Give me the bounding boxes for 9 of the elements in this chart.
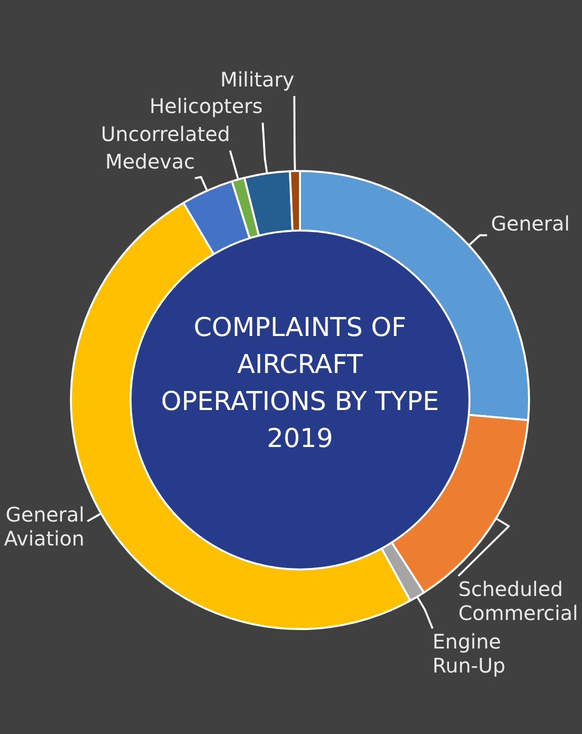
slice-label: Helicopters	[150, 94, 263, 118]
slice-label: General Aviation	[4, 502, 84, 551]
slice-label: Engine Run-Up	[432, 630, 506, 678]
slice-label: General	[491, 211, 570, 236]
slice-label: Military	[220, 67, 294, 92]
slice-label: Scheduled Commercial	[458, 577, 578, 626]
slice-label: Medevac	[105, 149, 195, 174]
slice-label: Uncorrelated	[100, 122, 230, 146]
text: COMPLAINTS OF AIRCRAFT OPERATIONS BY TYPE 2019	[160, 312, 440, 456]
